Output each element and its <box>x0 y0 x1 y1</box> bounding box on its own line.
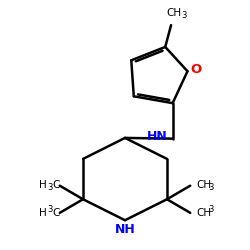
Text: O: O <box>191 63 202 76</box>
Text: HN: HN <box>147 130 168 142</box>
Text: NH: NH <box>114 223 135 236</box>
Text: 3: 3 <box>208 205 213 214</box>
Text: C: C <box>52 208 60 218</box>
Text: C: C <box>52 180 60 190</box>
Text: 3: 3 <box>48 184 53 192</box>
Text: H: H <box>39 208 47 218</box>
Text: 3: 3 <box>208 184 213 192</box>
Text: 3: 3 <box>181 11 186 20</box>
Text: CH: CH <box>196 208 211 218</box>
Text: CH: CH <box>196 180 211 190</box>
Text: CH: CH <box>167 8 182 18</box>
Text: H: H <box>39 180 47 190</box>
Text: 3: 3 <box>48 205 53 214</box>
